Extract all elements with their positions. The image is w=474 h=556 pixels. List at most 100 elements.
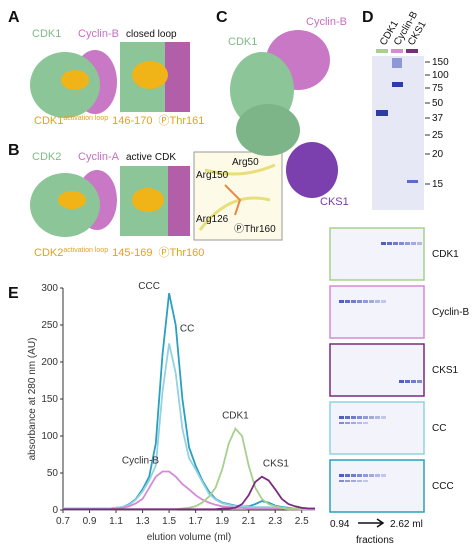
gel-band — [351, 480, 356, 482]
gel-band — [345, 422, 350, 424]
phosphosite: ⓅThr161 — [158, 114, 204, 127]
gel-band — [381, 300, 386, 303]
gel-band — [363, 422, 368, 424]
phosphosite: ⓅThr160 — [158, 246, 204, 259]
gel-box — [329, 401, 425, 455]
lane-color — [376, 49, 388, 53]
x-tick-label: 2.3 — [268, 516, 282, 527]
structure — [30, 170, 117, 237]
line — [63, 470, 315, 511]
gel-band — [363, 300, 368, 303]
gel-band — [381, 242, 386, 245]
gel-box — [329, 227, 425, 281]
lane-color — [406, 49, 418, 53]
cyclin-label: Cyclin-B — [306, 16, 347, 28]
cyclin-label: Cyclin-B — [78, 28, 119, 40]
y-tick-label: 0 — [52, 505, 58, 516]
gel-box — [329, 285, 425, 339]
inset — [120, 166, 190, 236]
gel-label: Cyclin-B — [432, 307, 470, 318]
series-label: CCC — [138, 281, 160, 292]
gel-band — [351, 416, 356, 419]
gel-band — [417, 242, 422, 245]
cdk-label: CDK1 — [32, 28, 61, 40]
gel — [372, 56, 424, 210]
loop-label: CDK2activation loop 145-169 ⓅThr160 — [34, 246, 204, 259]
y-axis-label: absorbance at 280 nm (AU) — [27, 338, 38, 461]
y-tick-label: 250 — [41, 320, 58, 331]
gel-band — [351, 422, 356, 424]
x-tick-label: 1.1 — [109, 516, 123, 527]
x-tick-label: 2.1 — [242, 516, 256, 527]
cdk-label: CDK2 — [32, 151, 61, 163]
panel-label: E — [8, 285, 19, 302]
marker-label: 25 — [432, 130, 444, 141]
panel-label: B — [8, 142, 20, 159]
structure — [30, 50, 117, 118]
gel-band — [369, 416, 374, 419]
gel-band — [381, 416, 386, 419]
gel-band — [357, 300, 362, 303]
gel-band — [345, 416, 350, 419]
y-tick-label: 100 — [41, 431, 58, 442]
gel-band — [393, 242, 398, 245]
cks-label: CKS1 — [320, 196, 349, 208]
gel-band — [351, 474, 356, 477]
gel-band — [357, 474, 362, 477]
gel-box — [329, 343, 425, 397]
marker-label: 150 — [432, 57, 449, 68]
gel-band — [405, 242, 410, 245]
gel-band — [357, 422, 362, 424]
panel-label: A — [8, 9, 20, 26]
series-label: Cyclin-B — [122, 456, 160, 467]
panel-label: D — [362, 9, 374, 26]
gel-band — [357, 480, 362, 482]
loop-label: CDK1activation loop 146-170 ⓅThr161 — [34, 114, 204, 127]
loop-superscript: activation loop — [63, 247, 108, 254]
gel-band — [345, 480, 350, 482]
gel-band — [357, 416, 362, 419]
x-tick-label: 1.3 — [136, 516, 150, 527]
loop-protein: CDK2 — [34, 247, 63, 259]
loop-protein: CDK1 — [34, 115, 63, 127]
gel-band — [345, 300, 350, 303]
inset — [120, 42, 190, 112]
cyclin-label: Cyclin-A — [78, 151, 120, 163]
detail-inset — [193, 151, 283, 241]
marker-label: 15 — [432, 179, 444, 190]
cdk-label: CDK1 — [228, 36, 257, 48]
gel-label: CC — [432, 423, 446, 434]
marker-label: 37 — [432, 113, 444, 124]
gel-band — [399, 242, 404, 245]
gel-band — [339, 480, 344, 482]
x-axis-label: elution volume (ml) — [147, 532, 231, 543]
x-tick-label: 1.7 — [189, 516, 203, 527]
series-label: CDK1 — [222, 411, 249, 422]
loop-range: 145-169 — [112, 247, 152, 259]
gel-band — [375, 300, 380, 303]
marker-label: 100 — [432, 70, 449, 81]
gel-band — [381, 474, 386, 477]
inset-title: closed loop — [126, 29, 177, 40]
gel-band — [369, 300, 374, 303]
residue-label: Arg126 — [196, 214, 229, 225]
gel-band — [351, 300, 356, 303]
x-tick-label: 2.5 — [295, 516, 309, 527]
line — [63, 343, 315, 510]
loop-superscript: activation loop — [63, 115, 108, 122]
gel-band — [405, 380, 410, 383]
line — [63, 475, 315, 511]
gel-band — [339, 300, 344, 303]
panel-label: C — [216, 9, 228, 26]
gel-label: CKS1 — [432, 365, 459, 376]
gel-band — [369, 474, 374, 477]
gel-band — [411, 380, 416, 383]
gel-band — [339, 474, 344, 477]
gel-band — [363, 480, 368, 482]
y-tick-label: 300 — [41, 283, 58, 294]
marker-label: 50 — [432, 98, 444, 109]
fraction-start: 0.94 — [330, 519, 350, 530]
x-tick-label: 1.5 — [162, 516, 176, 527]
arrow — [358, 518, 385, 528]
